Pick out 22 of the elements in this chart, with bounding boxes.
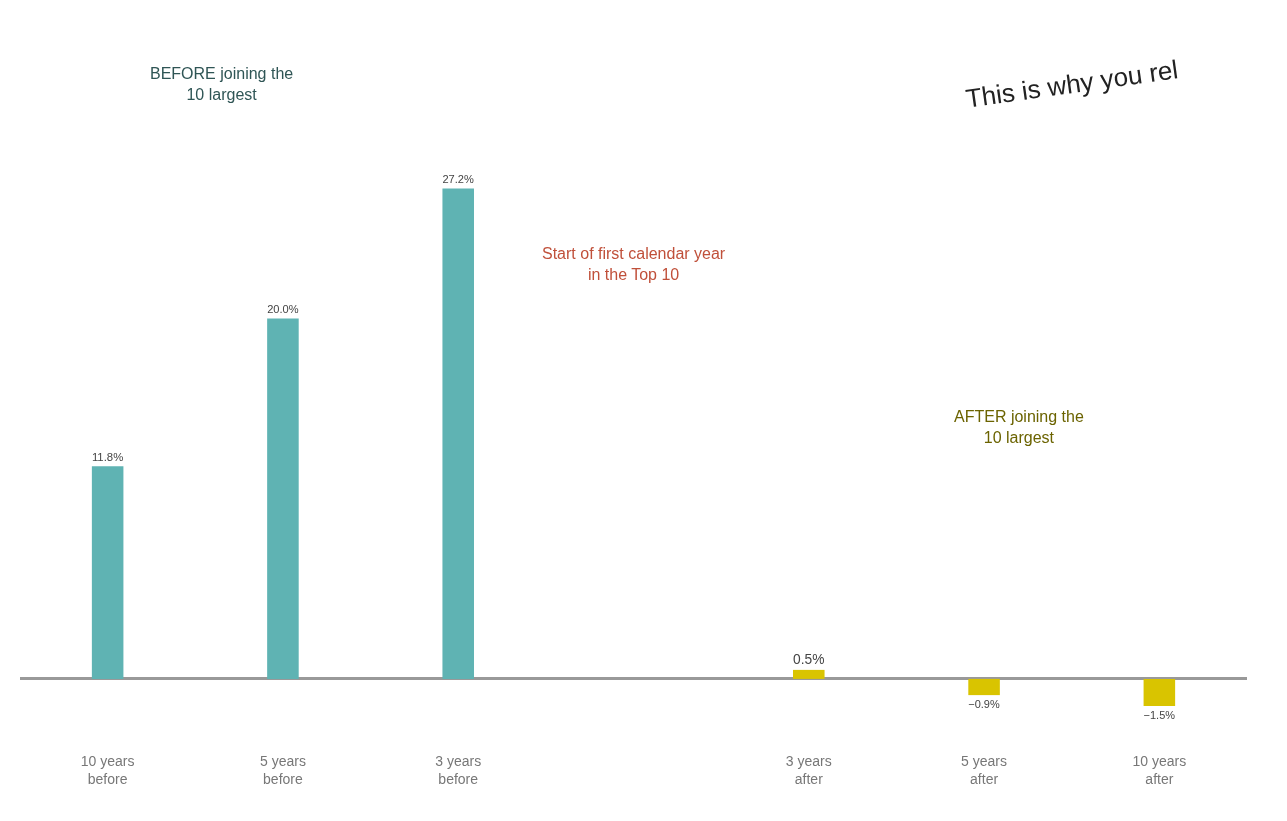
annotation: Start of first calendar year in the Top 10 xyxy=(542,245,726,283)
bar xyxy=(968,678,1000,696)
data-label: −1.5% xyxy=(1143,708,1176,721)
x-tick-label: 10 years before xyxy=(80,753,135,788)
x-tick-label: 3 years after xyxy=(785,753,832,788)
bar xyxy=(793,669,825,679)
data-label: 11.8% xyxy=(91,450,124,463)
text: This is why you rel xyxy=(963,54,1180,114)
data-label: 27.2% xyxy=(442,173,475,186)
bar xyxy=(267,318,299,679)
x-tick-label: 10 years after xyxy=(1132,753,1187,788)
x-tick-label: 5 years before xyxy=(259,753,306,788)
bar xyxy=(1143,678,1176,706)
text: BEFORE joining the 10 largest xyxy=(150,65,294,103)
annotation: AFTER joining the 10 largest xyxy=(954,408,1084,446)
data-label: −0.9% xyxy=(968,698,1000,710)
data-label: 20.0% xyxy=(267,303,299,316)
x-tick-label: 3 years before xyxy=(435,753,482,788)
bar xyxy=(91,466,124,679)
data-label: 0.5% xyxy=(793,652,825,668)
bar xyxy=(442,188,474,679)
x-tick-label: 5 years after xyxy=(961,753,1008,788)
